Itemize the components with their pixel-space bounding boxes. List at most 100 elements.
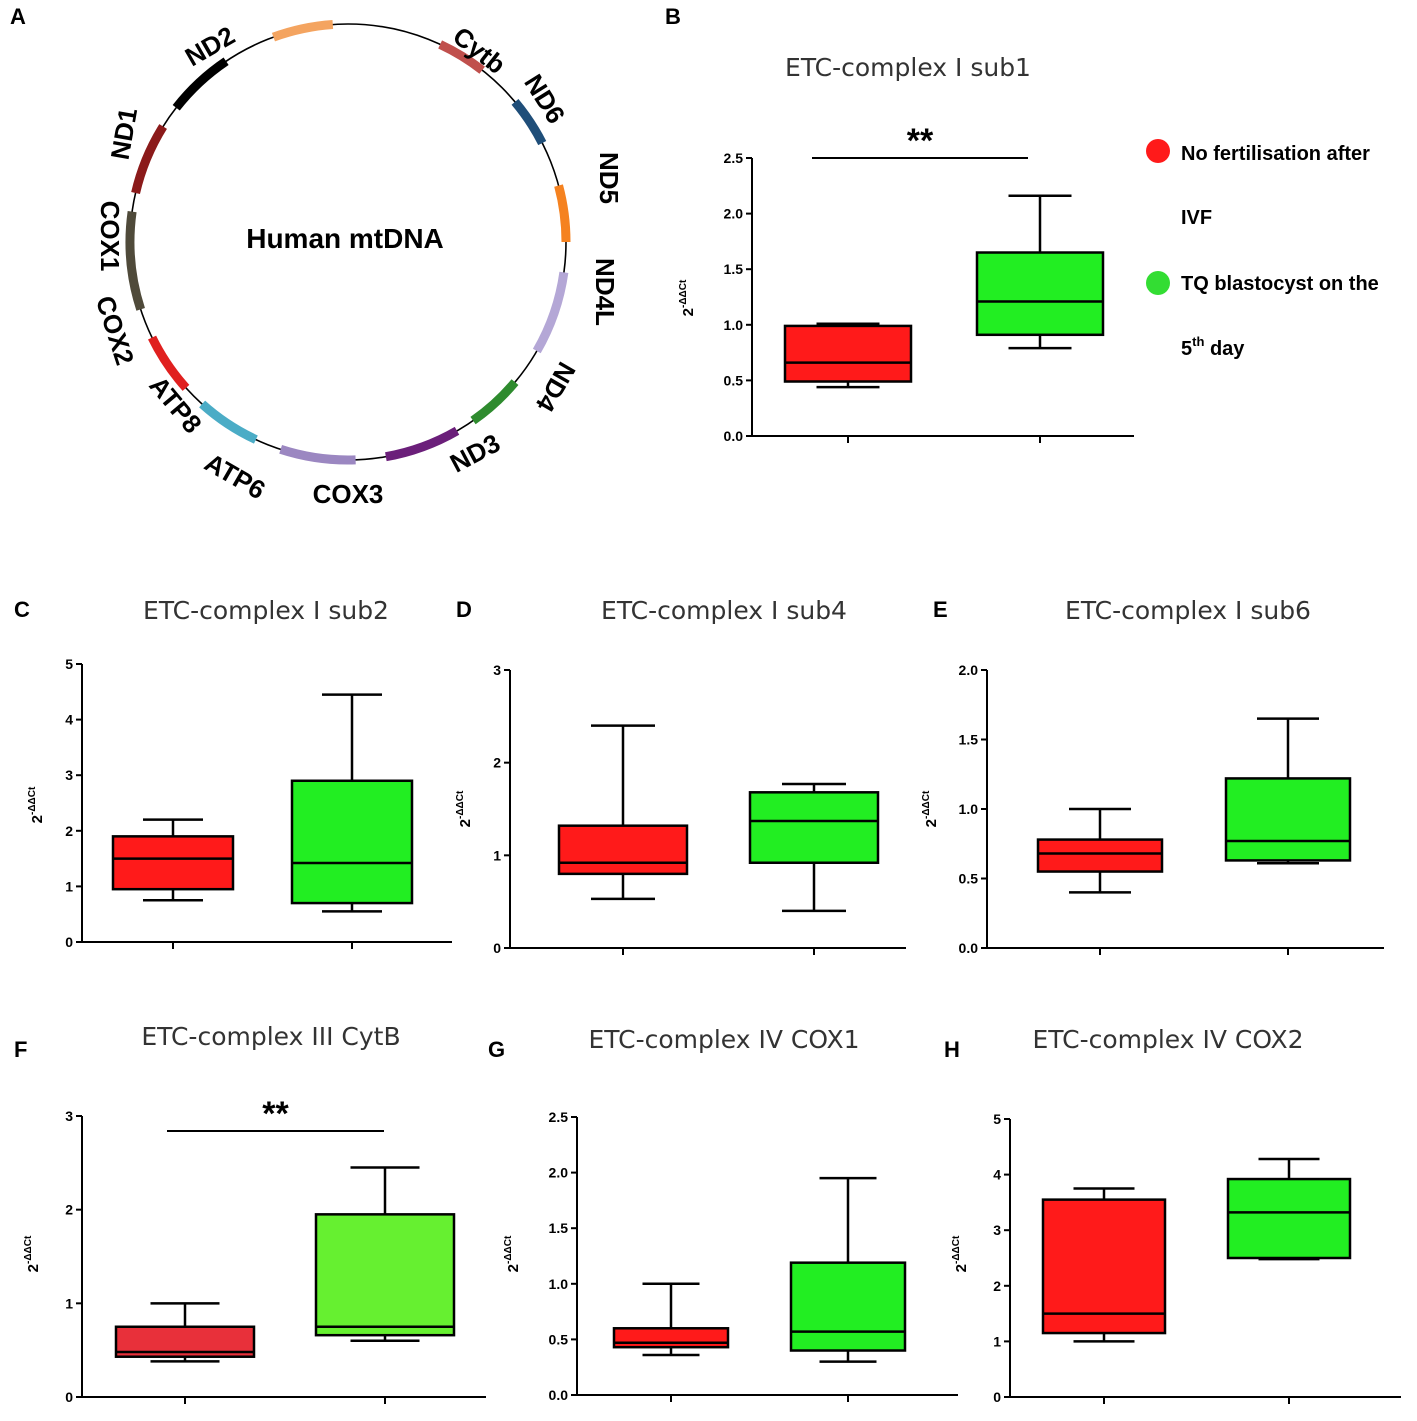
gene-arc-cox1 xyxy=(131,124,167,195)
y-tick-label-d: 3 xyxy=(493,662,501,678)
panel-label-d: D xyxy=(456,597,472,622)
y-tick-label-e: 0.5 xyxy=(959,871,979,887)
chart-e: ETC-complex I sub6 0.0 0.5 1.0 1.5 2.0 2-ΔΔCt xyxy=(921,596,1384,956)
gene-label-cox1: COX1 xyxy=(95,201,125,272)
panel-label-c: C xyxy=(14,597,30,622)
gene-arc-nd3 xyxy=(385,426,460,462)
y-tick-label-f: 1 xyxy=(65,1295,73,1311)
iqr-box xyxy=(557,824,689,876)
y-tick-label-f: 2 xyxy=(65,1202,73,1218)
iqr-box xyxy=(314,1213,456,1337)
y-tick-label-b: 1.5 xyxy=(724,261,744,277)
gene-label-cox3: COX3 xyxy=(313,479,384,509)
gene-arc-nd4l xyxy=(532,271,569,354)
gene-arc-nd6 xyxy=(511,98,547,146)
panel-label-f: F xyxy=(14,1037,27,1062)
y-tick-label-d: 2 xyxy=(493,755,501,771)
iqr-box xyxy=(783,324,913,383)
box-c-group1 xyxy=(111,818,235,902)
gene-arc-atp6 xyxy=(199,400,258,444)
gene-label-nd2: ND2 xyxy=(180,20,240,72)
y-tick-label-b: 2.5 xyxy=(724,150,744,166)
y-tick-label-c: 0 xyxy=(65,934,73,950)
iqr-box xyxy=(1224,777,1352,862)
chart-title-b: ETC-complex I sub1 xyxy=(785,53,1031,82)
y-axis-label-e: 2-ΔΔCt xyxy=(921,790,940,827)
legend-label-group1: No fertilisation after xyxy=(1181,143,1370,165)
significance-label-b: ** xyxy=(907,122,934,160)
y-tick-label-e: 0.0 xyxy=(959,940,979,956)
y-tick-label-h: 2 xyxy=(993,1278,1001,1294)
gene-arc-nd5 xyxy=(554,184,571,243)
y-tick-label-g: 2.0 xyxy=(549,1165,569,1181)
y-tick-label-f: 3 xyxy=(65,1108,73,1124)
box-b-group1 xyxy=(783,322,913,389)
y-tick-label-g: 1.5 xyxy=(549,1220,569,1236)
y-tick-label-d: 1 xyxy=(493,847,501,863)
gene-label-nd5: ND5 xyxy=(594,152,624,204)
y-tick-label-c: 5 xyxy=(65,656,73,672)
y-tick-label-g: 2.5 xyxy=(549,1109,569,1125)
box-f-group1 xyxy=(114,1302,256,1363)
panel-label-a: A xyxy=(10,4,26,29)
iqr-box xyxy=(975,251,1105,337)
y-tick-label-b: 1.0 xyxy=(724,317,744,333)
gene-arc-atp8 xyxy=(148,335,190,391)
y-tick-label-d: 0 xyxy=(493,940,501,956)
legend-label-group1-cont: IVF xyxy=(1181,207,1212,229)
gene-label-atp6: ATP6 xyxy=(200,447,271,505)
box-g-group1 xyxy=(612,1282,730,1357)
iqr-box xyxy=(290,779,414,905)
y-tick-label-b: 0.0 xyxy=(724,428,744,444)
y-tick-label-c: 4 xyxy=(65,712,73,728)
y-tick-label-c: 1 xyxy=(65,878,73,894)
significance-label-f: ** xyxy=(262,1095,289,1133)
chart-c: ETC-complex I sub2 0 1 2 3 4 5 2-ΔΔCt xyxy=(27,596,452,950)
y-tick-label-h: 3 xyxy=(993,1222,1001,1238)
box-h-group2 xyxy=(1226,1157,1352,1261)
chart-title-g: ETC-complex IV COX1 xyxy=(589,1025,860,1054)
chart-f: ETC-complex III CytB 0 1 2 3 2-ΔΔCt ** xyxy=(23,1022,486,1405)
gene-label-nd4l: ND4L xyxy=(590,258,620,326)
y-axis-label-f: 2-ΔΔCt xyxy=(23,1235,42,1272)
gene-arc-nd4 xyxy=(470,379,519,425)
gene-label-atp8: ATP8 xyxy=(143,370,207,439)
chart-h: ETC-complex IV COX2 0 1 2 3 4 5 2-ΔΔCt xyxy=(951,1025,1401,1405)
panel-label-g: G xyxy=(488,1037,505,1062)
legend-label-group2: TQ blastocyst on the xyxy=(1181,273,1379,295)
iqr-box xyxy=(612,1327,730,1349)
iqr-box xyxy=(111,835,235,891)
gene-arc-cox3 xyxy=(279,445,356,465)
y-axis-label-h: 2-ΔΔCt xyxy=(951,1235,970,1272)
y-axis-label-g: 2-ΔΔCt xyxy=(503,1235,522,1272)
box-f-group2 xyxy=(314,1166,456,1343)
chart-title-h: ETC-complex IV COX2 xyxy=(1033,1025,1304,1054)
y-tick-label-h: 5 xyxy=(993,1111,1001,1127)
y-tick-label-c: 3 xyxy=(65,767,73,783)
y-tick-label-h: 1 xyxy=(993,1333,1001,1349)
iqr-box xyxy=(1041,1198,1167,1335)
y-axis-label-c: 2-ΔΔCt xyxy=(27,786,46,823)
legend: No fertilisation after IVF TQ blastocyst… xyxy=(1146,139,1379,360)
iqr-box xyxy=(1036,838,1164,873)
y-tick-label-e: 1.5 xyxy=(959,732,979,748)
legend-marker-group1 xyxy=(1146,139,1170,163)
box-e-group1 xyxy=(1036,807,1164,894)
chart-title-e: ETC-complex I sub6 xyxy=(1065,596,1311,625)
chart-title-f: ETC-complex III CytB xyxy=(141,1022,400,1051)
y-tick-label-h: 4 xyxy=(993,1167,1001,1183)
y-tick-label-e: 1.0 xyxy=(959,801,979,817)
gene-arc-nd2 xyxy=(271,20,334,42)
gene-arc-cox2 xyxy=(125,211,145,311)
y-tick-label-e: 2.0 xyxy=(959,662,979,678)
iqr-box xyxy=(1226,1177,1352,1260)
chart-g: ETC-complex IV COX1 0.0 0.5 1.0 1.5 2.0 2.5 2-Δ… xyxy=(503,1025,958,1403)
box-e-group2 xyxy=(1224,717,1352,865)
box-d-group1 xyxy=(557,724,689,901)
panel-label-e: E xyxy=(933,597,948,622)
gene-label-nd1: ND1 xyxy=(105,105,144,161)
box-d-group2 xyxy=(748,782,880,913)
gene-arc-cytb xyxy=(438,40,485,74)
box-b-group2 xyxy=(975,194,1105,350)
y-tick-label-g: 0.0 xyxy=(549,1387,569,1403)
